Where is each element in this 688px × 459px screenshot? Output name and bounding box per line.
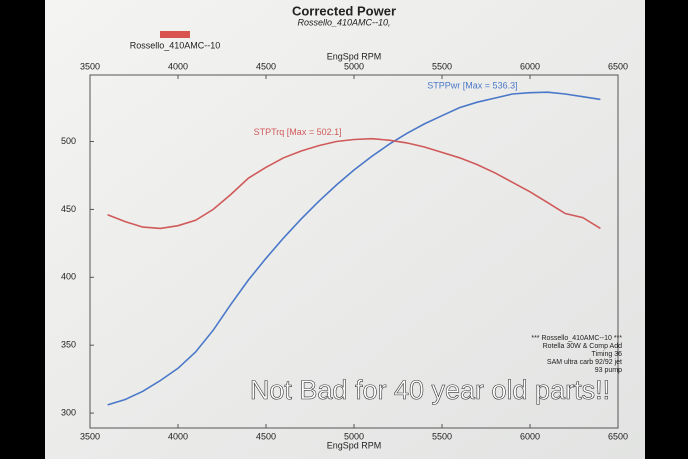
x-tick-label: 4500 (256, 431, 276, 441)
series-line (107, 137, 601, 230)
y-tick-label: 300 (61, 407, 76, 417)
x-tick-label: 6000 (520, 431, 540, 441)
y-tick-label: 400 (61, 272, 76, 282)
chart-title: Corrected Power (292, 3, 396, 18)
x-tick-label-top: 6000 (520, 61, 540, 71)
x-tick-label: 5500 (432, 431, 452, 441)
x-tick-label: 6500 (608, 431, 628, 441)
x-tick-label-top: 5000 (344, 61, 364, 71)
series-label: STPTrq [Max = 502.1] (254, 127, 342, 137)
legend-label: Rossello_410AMC--10 (130, 40, 221, 50)
info-line: 93 pump (595, 367, 622, 374)
info-line: SAM ultra carb 92/92 jet (547, 359, 622, 366)
x-tick-label-top: 3500 (80, 61, 100, 71)
y-tick-label: 350 (61, 340, 76, 350)
x-tick-label: 3500 (80, 431, 100, 441)
caption: Not Bad for 40 year old parts!! (250, 375, 610, 405)
x-axis-title-top: EngSpd RPM (327, 51, 382, 61)
x-tick-label-top: 5500 (432, 61, 452, 71)
x-tick-label-top: 4500 (256, 61, 276, 71)
x-axis-title: EngSpd RPM (327, 440, 382, 450)
x-tick-label: 4000 (168, 431, 188, 441)
info-line: Timing 36 (592, 351, 623, 358)
info-line: *** Rossello_410AMC--10 *** (531, 335, 622, 342)
info-line: Rotella 30W & Comp Add (543, 343, 622, 350)
x-tick-label: 5000 (344, 431, 364, 441)
legend-swatch (160, 31, 190, 38)
chart-subtitle: Rossello_410AMC--10, (297, 17, 390, 27)
paper (45, 0, 645, 459)
y-tick-label: 450 (61, 204, 76, 214)
x-tick-label-top: 6500 (608, 61, 628, 71)
y-tick-label: 500 (61, 136, 76, 146)
series-line (107, 91, 601, 406)
series-label: STPPwr [Max = 536.3] (427, 81, 517, 91)
x-tick-label-top: 4000 (168, 61, 188, 71)
